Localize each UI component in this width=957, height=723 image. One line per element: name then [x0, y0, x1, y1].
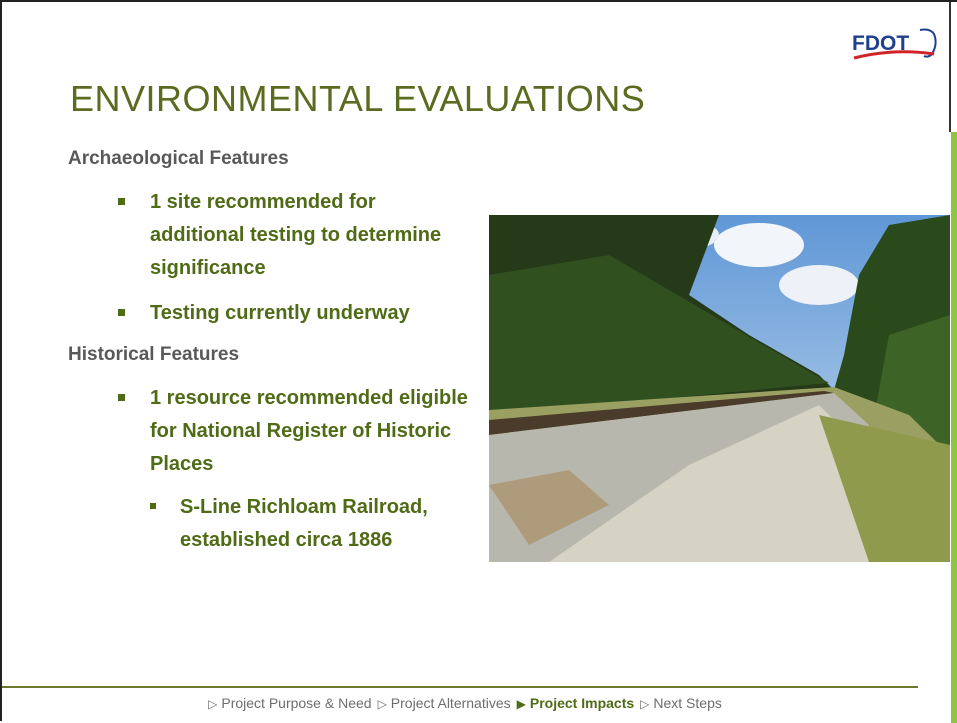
bullet-item: 1 resource recommended eligible for Nati…: [118, 382, 472, 557]
nav-arrow: ▶: [516, 697, 526, 711]
nav-arrow: ▷: [377, 697, 387, 711]
content: Archaeological Features 1 site recommende…: [68, 148, 488, 569]
accent-bar: [951, 132, 957, 723]
right-border: [949, 2, 951, 132]
sub-bullet: S-Line Richloam Railroad, established ci…: [150, 491, 430, 557]
bullet-text: Testing currently underway: [150, 302, 410, 324]
bullet-item: 1 site recommended for additional testin…: [118, 186, 472, 285]
nav-item: Next Steps: [653, 695, 722, 711]
nav-item: Project Purpose & Need: [221, 695, 372, 711]
footer-rule: [2, 686, 918, 688]
footer-nav: ▷ Project Purpose & Need ▷ Project Alternat…: [2, 695, 922, 711]
section: Historical Features 1 resource recommende…: [68, 344, 488, 557]
section-heading: Archaeological Features: [68, 148, 289, 169]
logo-text: FDOT: [852, 32, 909, 55]
nav-arrow: ▷: [208, 697, 218, 711]
bullet-text: 1 resource recommended eligible for Nati…: [150, 387, 468, 475]
logo: FDOT: [852, 28, 937, 60]
slide-title: ENVIRONMENTAL EVALUATIONS: [70, 78, 646, 119]
nav-item: Project Alternatives: [390, 695, 511, 711]
section: Archaeological Features 1 site recommende…: [68, 148, 488, 330]
section-heading: Historical Features: [68, 344, 240, 365]
bullet-text: 1 site recommended for additional testin…: [150, 191, 442, 279]
bullet-item: Testing currently underway: [118, 297, 472, 330]
nav-arrow: ▷: [640, 697, 650, 711]
nav-item: Project Impacts: [529, 695, 635, 711]
photo: [489, 215, 950, 562]
